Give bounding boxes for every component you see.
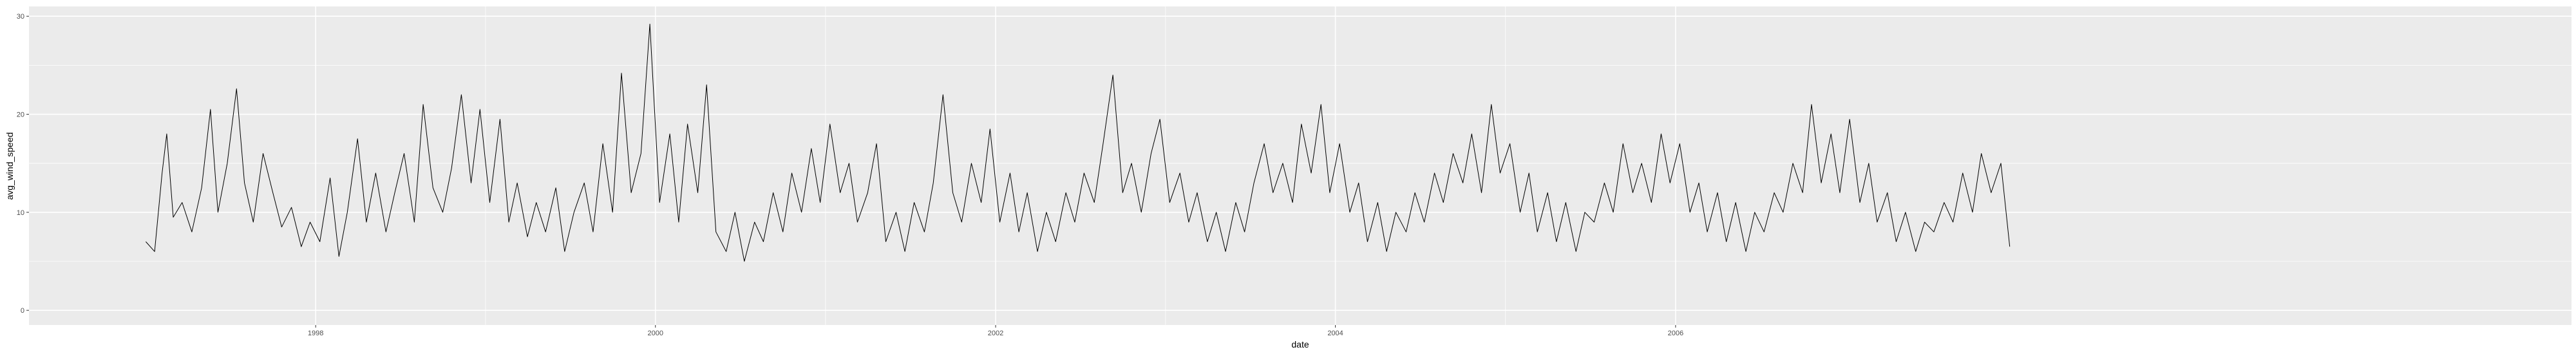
y-axis: 0 10 20 30 bbox=[17, 13, 29, 315]
y-tick-label: 20 bbox=[17, 111, 24, 119]
y-tick-label: 30 bbox=[17, 13, 24, 21]
major-gridlines bbox=[29, 6, 2571, 325]
x-axis-title: date bbox=[1291, 339, 1309, 349]
y-tick-label: 10 bbox=[17, 209, 24, 217]
x-tick-label: 1998 bbox=[308, 330, 323, 337]
y-axis-title: avg_wind_speed bbox=[5, 132, 15, 200]
series-line bbox=[146, 23, 2011, 262]
x-axis: 1998 2000 2002 2004 2006 bbox=[308, 325, 1683, 337]
x-tick-label: 2002 bbox=[988, 330, 1003, 337]
series-layer bbox=[146, 23, 2011, 262]
x-tick-label: 2000 bbox=[647, 330, 663, 337]
y-tick-label: 0 bbox=[21, 307, 24, 315]
x-tick-label: 2004 bbox=[1327, 330, 1343, 337]
x-tick-label: 2006 bbox=[1668, 330, 1683, 337]
plot-panel bbox=[29, 6, 2571, 325]
